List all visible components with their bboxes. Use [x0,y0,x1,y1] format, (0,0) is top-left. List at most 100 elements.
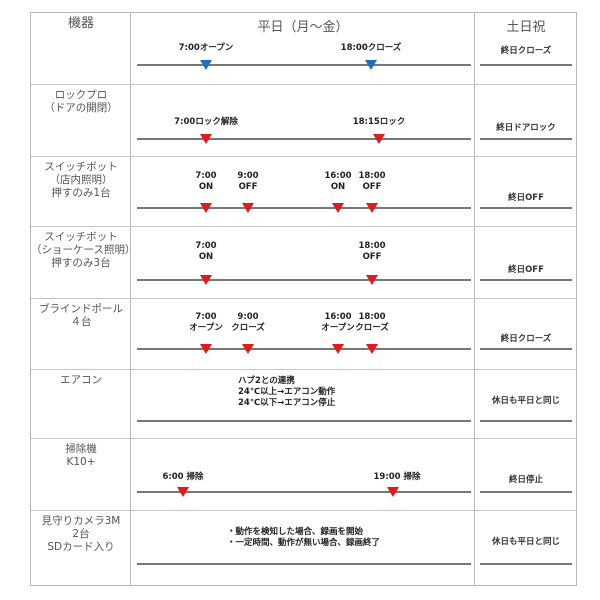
marker-action: オープン [189,323,223,333]
condition-notes: ハブ2との連携 24℃以上→エアコン動作 24℃以下→エアコン停止 [238,376,335,409]
weekend-label: 終日クローズ [500,46,552,56]
weekend-label: 終日停止 [508,475,543,485]
red-triangle-marker-icon [200,344,212,354]
table-row-header: 機器 平日（月～金） 土日祝 7:00オープン 18:00クローズ 終日クローズ [31,13,576,84]
weekend-timeline [480,348,572,350]
weekday-timeline [137,491,471,493]
weekday-timeline [137,420,471,422]
marker-action: OFF [238,182,258,192]
table-row-vacuum: 掃除機 K10+ 6:00 掃除 19:00 掃除 終日停止 [31,438,576,510]
note-line: ・動作を検知した場合、録画を開始 [227,527,364,537]
note-line: 24℃以下→エアコン停止 [238,398,336,408]
weekend-column-header: 土日祝 [506,20,546,35]
device-name-line: K10+ [66,456,96,468]
marker-action: ON [198,252,214,262]
table-row-blind-pole: ブラインドポール ４台 7:00 オープン 9:00 クローズ 16:00 オープン … [31,298,576,369]
marker-time: 16:00 [324,171,352,181]
table-row-switchbot-showcase: スイッチボット （ショーケース照明） 押すのみ3台 7:00 ON 18:00 OF… [31,226,576,298]
device-name: エアコン [31,370,131,387]
device-name-line: スイッチボット [44,161,118,173]
device-name-line: ロックプロ [54,89,108,101]
marker-label: 7:00オープン [178,43,234,53]
marker-action: OFF [362,252,382,262]
marker-label: 6:00 掃除 [162,472,204,482]
device-name-line: SDカード入り [47,541,115,553]
weekday-timeline [137,348,471,350]
marker-time: 9:00 [237,312,259,322]
marker-label: 19:00 掃除 [373,472,421,482]
marker-label: 7:00ロック解除 [174,117,238,127]
red-triangle-marker-icon [366,344,378,354]
red-triangle-marker-icon [177,487,189,497]
marker-action: オープン [321,323,355,333]
red-triangle-marker-icon [200,275,212,285]
marker-label: 7:00 ON [195,241,216,263]
marker-label: 18:00クローズ [340,43,402,53]
weekend-timeline [480,279,572,281]
table-row-switchbot-store: スイッチボット （店内照明） 押すのみ1台 7:00 ON 9:00 OFF 16:… [31,156,576,226]
red-triangle-marker-icon [242,203,254,213]
device-name-line: ４台 [70,316,92,328]
device-name-line: （ショーケース照明） [31,244,136,256]
device-name: ブラインドポール ４台 [31,299,131,329]
red-triangle-marker-icon [366,203,378,213]
device-name-line: 掃除機 [65,443,97,455]
marker-label: 18:00 OFF [358,241,385,263]
marker-action: ON [330,182,346,192]
schedule-table: 機器 平日（月～金） 土日祝 7:00オープン 18:00クローズ 終日クローズ… [30,12,577,586]
marker-action: OFF [362,182,382,192]
marker-label: 18:15ロック [352,117,406,127]
weekday-timeline [137,279,471,281]
red-triangle-marker-icon [200,134,212,144]
weekend-label: 終日OFF [508,265,544,275]
marker-label: 7:00 ON [195,171,216,193]
marker-time: 9:00 [237,171,259,181]
marker-label: 18:00 OFF [358,171,385,193]
weekend-label: 休日も平日と同じ [491,537,560,547]
device-name: スイッチボット （ショーケース照明） 押すのみ3台 [31,227,136,270]
red-triangle-marker-icon [242,344,254,354]
weekend-timeline [480,563,572,565]
device-name-line: スイッチボット [44,231,118,243]
marker-time: 18:00 [358,241,386,251]
marker-time: 7:00 [195,241,217,251]
weekday-timeline [137,207,471,209]
red-triangle-marker-icon [387,487,399,497]
red-triangle-marker-icon [332,344,344,354]
marker-action: クローズ [355,323,389,333]
weekend-label: 休日も平日と同じ [491,396,560,406]
marker-time: 7:00 [195,312,217,322]
device-name-line: 押すのみ3台 [51,257,111,269]
column-divider [474,13,475,585]
device-name-line: エアコン [60,374,102,386]
note-line: ・一定時間、動作が無い場合、録画終了 [227,538,381,548]
weekend-timeline [480,207,572,209]
red-triangle-marker-icon [200,203,212,213]
blue-triangle-marker-icon [200,60,212,70]
marker-label: 16:00 オープン [321,312,355,334]
table-row-camera: 見守りカメラ3M 2台 SDカード入り ・動作を検知した場合、録画を開始 ・一定… [31,510,576,585]
device-name-line: 見守りカメラ3M [41,515,121,527]
marker-time: 7:00 [195,171,217,181]
weekend-timeline [480,64,572,66]
note-line: ハブ2との連携 [238,376,295,386]
device-name: 掃除機 K10+ [31,439,131,469]
marker-label: 9:00 クローズ [231,312,265,334]
weekday-timeline [137,138,471,140]
weekend-label: 終日クローズ [500,334,552,344]
marker-label: 16:00 ON [324,171,351,193]
red-triangle-marker-icon [366,275,378,285]
device-name: ロックプロ （ドアの開閉） [31,85,131,115]
device-column-header: 機器 [67,16,94,31]
device-name: 見守りカメラ3M 2台 SDカード入り [31,511,131,554]
marker-label: 9:00 OFF [237,171,258,193]
device-name-line: 2台 [72,528,90,540]
device-name-line: 押すのみ1台 [51,187,111,199]
marker-action: ON [198,182,214,192]
table-row-lock-pro: ロックプロ （ドアの開閉） 7:00ロック解除 18:15ロック 終日ドアロック [31,84,576,156]
column-divider [130,13,131,585]
red-triangle-marker-icon [373,134,385,144]
red-triangle-marker-icon [332,203,344,213]
